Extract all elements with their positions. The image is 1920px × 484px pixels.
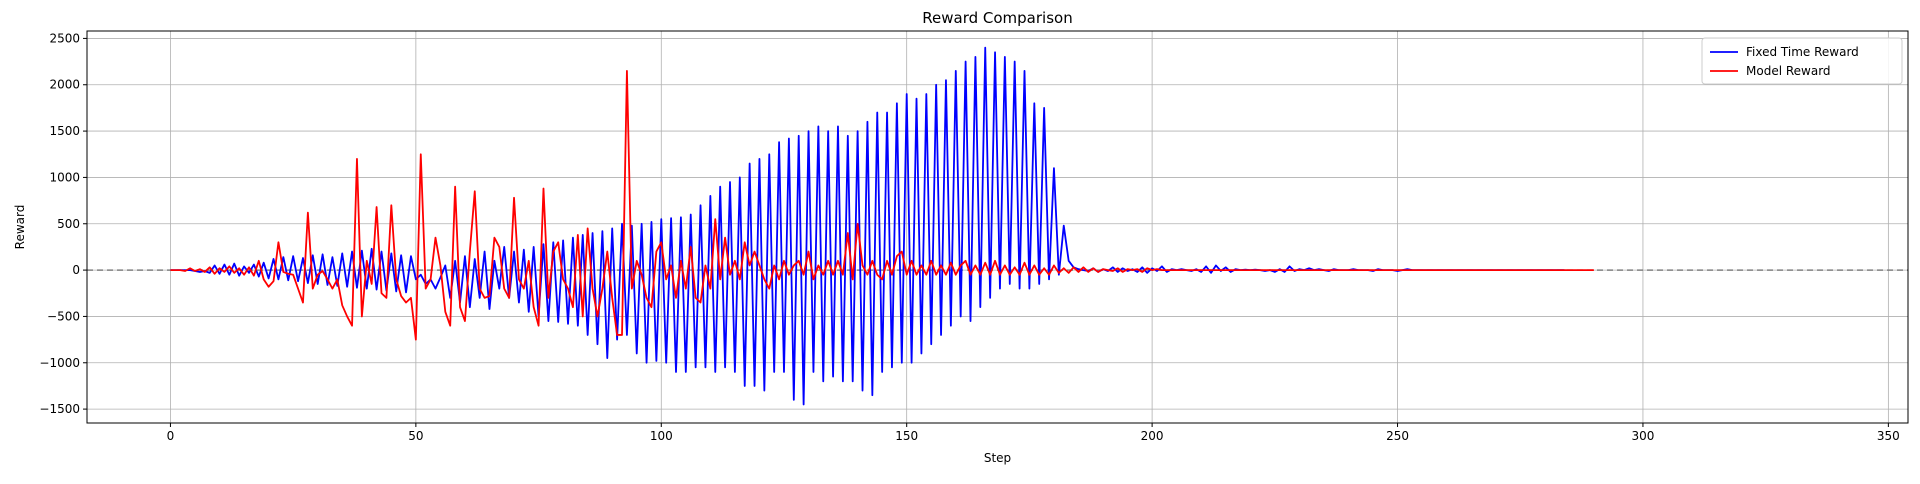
y-tick-label: 0 <box>72 263 80 277</box>
x-tick-label: 300 <box>1631 429 1654 443</box>
x-axis-label: Step <box>984 451 1011 465</box>
x-axis: 0 50 100 150 200 250 300 350 <box>167 423 1900 443</box>
series-layer <box>170 46 1594 406</box>
x-tick-label: 350 <box>1877 429 1900 443</box>
x-tick-label: 250 <box>1386 429 1409 443</box>
y-tick-label: 2000 <box>49 78 80 92</box>
chart-title: Reward Comparison <box>922 9 1072 27</box>
legend: Fixed Time Reward Model Reward <box>1701 37 1903 85</box>
plot-frame <box>86 30 1909 424</box>
x-tick-label: 50 <box>408 429 423 443</box>
x-tick-label: 100 <box>650 429 673 443</box>
legend-label: Model Reward <box>1746 64 1831 78</box>
legend-label: Fixed Time Reward <box>1746 45 1859 59</box>
x-tick-label: 0 <box>167 429 175 443</box>
y-tick-label: 1000 <box>49 170 80 184</box>
x-tick-label: 150 <box>895 429 918 443</box>
y-tick-label: −1000 <box>39 356 80 370</box>
y-tick-label: 2500 <box>49 31 80 45</box>
y-tick-label: −1500 <box>39 402 80 416</box>
y-tick-label: −500 <box>47 309 80 323</box>
y-tick-label: 500 <box>57 217 80 231</box>
legend-box <box>1701 37 1903 85</box>
series-line-model-reward <box>170 69 1594 341</box>
y-axis: −1500 −1000 −500 0 500 1000 1500 2000 2500 <box>39 31 87 416</box>
x-tick-label: 200 <box>1141 429 1164 443</box>
y-tick-label: 1500 <box>49 124 80 138</box>
y-axis-label: Reward <box>13 205 27 250</box>
